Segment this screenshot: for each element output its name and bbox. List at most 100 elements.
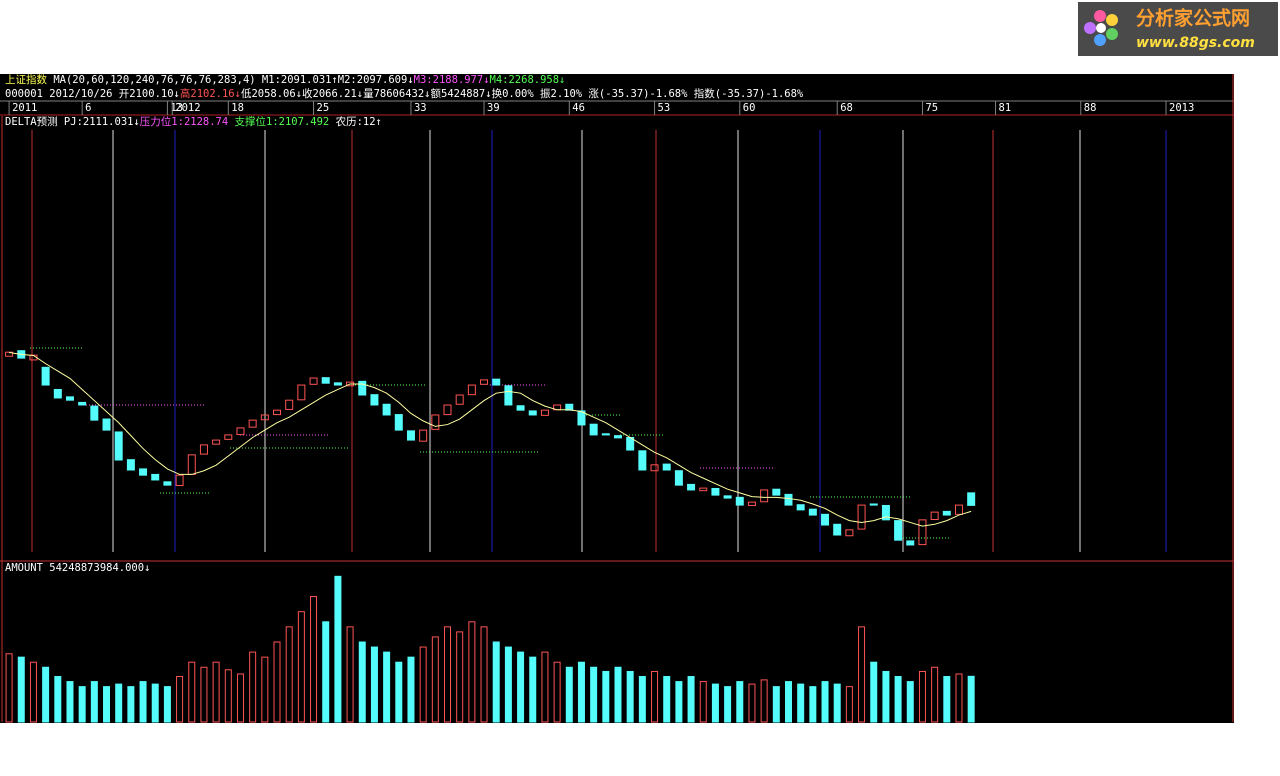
ma-line bbox=[9, 352, 972, 527]
volume-bar bbox=[553, 661, 561, 723]
candle-body bbox=[954, 504, 963, 515]
period-lines bbox=[31, 130, 1167, 552]
candle-body bbox=[273, 409, 282, 416]
header-segment: 农历:12↑ bbox=[329, 115, 382, 128]
candle-body bbox=[845, 529, 854, 537]
candle-body bbox=[614, 435, 622, 439]
amount-label: AMOUNT 54248873984.000↓ bbox=[5, 562, 150, 574]
candle-body bbox=[540, 409, 549, 416]
volume-bar bbox=[784, 681, 792, 723]
volume-bar bbox=[565, 666, 573, 723]
volume-bar bbox=[42, 666, 50, 723]
volume-bar bbox=[833, 683, 841, 723]
volume-bar bbox=[370, 646, 378, 723]
volume-bar bbox=[346, 626, 354, 723]
volume-bar bbox=[967, 675, 975, 723]
volume-bar bbox=[577, 661, 585, 723]
candle-body bbox=[589, 423, 598, 436]
x-tick-label: 2013 bbox=[1169, 102, 1194, 114]
volume-bar bbox=[224, 669, 232, 723]
volume-bar bbox=[882, 670, 890, 723]
header-segment: M4:2268.958↓ bbox=[490, 74, 566, 86]
volume-bar bbox=[492, 641, 500, 723]
candle-body bbox=[699, 487, 708, 492]
volume-bar bbox=[322, 621, 330, 723]
volume-bar bbox=[236, 673, 244, 723]
candle-body bbox=[942, 510, 951, 516]
candle-body bbox=[577, 410, 586, 426]
volume-bar bbox=[103, 686, 111, 723]
candle-body bbox=[443, 404, 452, 416]
candle-body bbox=[102, 418, 111, 431]
volume-bar bbox=[297, 611, 305, 723]
candle-body bbox=[455, 394, 464, 405]
volume-bar bbox=[188, 661, 196, 723]
volume-bar bbox=[310, 596, 318, 723]
candle-body bbox=[528, 410, 537, 416]
volume-bar bbox=[504, 646, 512, 723]
candle-body bbox=[869, 503, 878, 506]
x-tick-label: 53 bbox=[658, 102, 671, 114]
x-tick-label: 25 bbox=[317, 102, 330, 114]
candle-body bbox=[333, 382, 342, 386]
volume-bar bbox=[5, 653, 13, 723]
candle-body bbox=[930, 511, 939, 520]
candle-body bbox=[358, 380, 367, 396]
candle-body bbox=[212, 439, 221, 445]
candle-body bbox=[419, 429, 428, 442]
volume-bar bbox=[431, 636, 439, 723]
candle-body bbox=[126, 459, 135, 471]
volume-bar bbox=[151, 683, 159, 723]
candle-body bbox=[857, 504, 866, 530]
candle-body bbox=[796, 504, 805, 511]
candle-body bbox=[480, 379, 489, 385]
candle-body bbox=[382, 403, 391, 416]
volume-bar bbox=[602, 670, 610, 723]
x-tick-label: 2012 bbox=[175, 102, 200, 114]
volume-bar bbox=[821, 681, 829, 723]
volume-bar bbox=[249, 651, 257, 723]
volume-bar bbox=[29, 661, 37, 723]
volume-bar bbox=[906, 681, 914, 723]
header-segment: 高2102.16↓ bbox=[180, 87, 241, 100]
volume-bar bbox=[638, 676, 646, 723]
volume-bar bbox=[456, 631, 464, 723]
volume-bar bbox=[845, 686, 853, 723]
volume-bar bbox=[261, 656, 269, 723]
candle-body bbox=[78, 401, 87, 406]
x-tick-label: 88 bbox=[1084, 102, 1097, 114]
header-segment: M3:2188.977↓ bbox=[414, 74, 490, 86]
chart-bg bbox=[0, 74, 1234, 723]
x-tick-label: 46 bbox=[572, 102, 585, 114]
volume-bar bbox=[943, 676, 951, 723]
candle-body bbox=[516, 405, 525, 411]
logo-name: 分析家公式网 bbox=[1136, 7, 1250, 30]
volume-bar bbox=[517, 651, 525, 723]
volume-bar bbox=[200, 666, 208, 723]
candle-body bbox=[321, 377, 330, 384]
candle-body bbox=[370, 394, 379, 406]
header-segment: 000001 2012/10/26 开2100.10↓ bbox=[5, 88, 180, 100]
volume-bar bbox=[870, 661, 878, 723]
petal bbox=[1094, 34, 1106, 46]
petal bbox=[1094, 10, 1106, 22]
petal bbox=[1084, 22, 1096, 34]
volume-bar bbox=[419, 646, 427, 723]
header-segment: 上证指数 bbox=[5, 73, 47, 86]
candle-body bbox=[967, 492, 976, 506]
header-segment: 压力位1:2128.74 bbox=[140, 115, 228, 128]
candle-body bbox=[236, 427, 245, 436]
candle-body bbox=[650, 464, 659, 472]
x-tick-label: 2011 bbox=[12, 102, 37, 114]
volume-bar bbox=[590, 666, 598, 723]
volume-bar bbox=[163, 686, 171, 723]
x-tick-label: 39 bbox=[487, 102, 500, 114]
volume-bar bbox=[687, 676, 695, 723]
volume-bar bbox=[894, 676, 902, 723]
x-tick-label: 33 bbox=[414, 102, 427, 114]
candle-body bbox=[406, 430, 415, 441]
candle-body bbox=[285, 399, 294, 410]
candle-body bbox=[431, 414, 440, 430]
volume-bar bbox=[358, 641, 366, 723]
candle-body bbox=[394, 414, 403, 431]
